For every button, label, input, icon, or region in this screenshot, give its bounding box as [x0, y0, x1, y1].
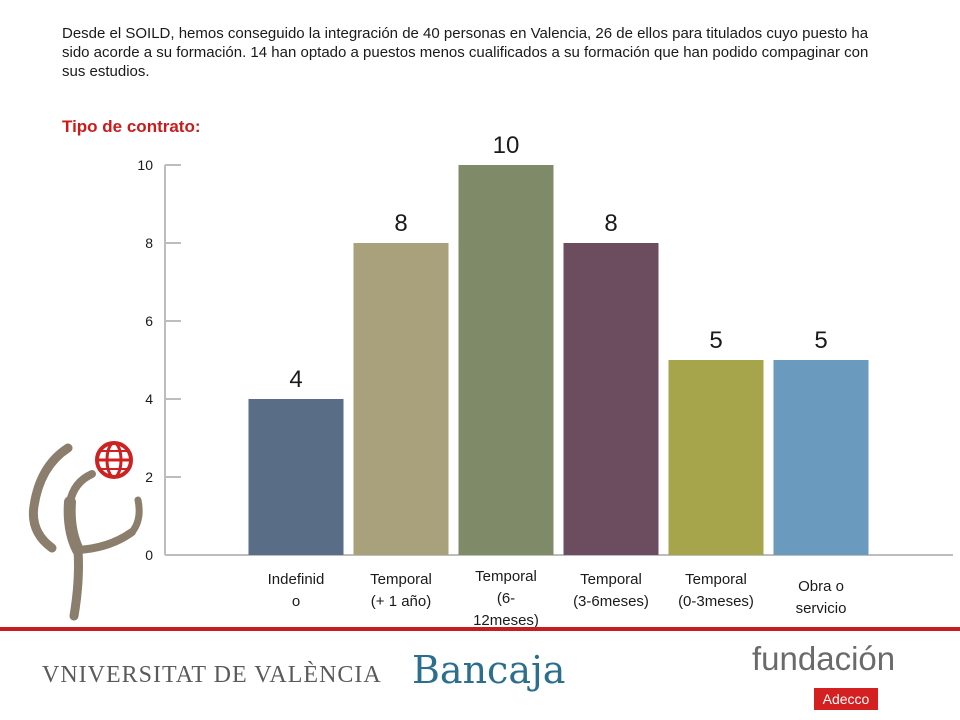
x-tick-label-line: Obra o: [798, 578, 844, 595]
x-tick-label: Temporal (+ 1 año): [351, 569, 451, 613]
x-tick-label-line: (3-6meses): [573, 593, 649, 610]
data-label: 8: [394, 210, 407, 237]
x-tick-label-line: (6-: [496, 590, 516, 607]
data-label: 8: [604, 210, 617, 237]
data-label: 5: [709, 327, 722, 354]
data-label: 10: [493, 132, 520, 159]
y-tick-label: 2: [145, 469, 153, 485]
footer-divider: [0, 627, 960, 631]
y-tick-label: 10: [137, 157, 153, 173]
x-tick-label-line: o: [291, 593, 301, 610]
x-tick-label: Temporal (3-6meses): [561, 569, 661, 613]
y-tick-label: 6: [145, 313, 153, 329]
adecco-logo: Adecco: [814, 688, 878, 710]
bar: [458, 165, 554, 555]
x-tick-label-line: Indefinid: [267, 571, 325, 588]
university-logo: VNIVERSITAT DE VALÈNCIA: [42, 662, 382, 688]
x-tick-label-line: (0-3meses): [678, 593, 754, 610]
x-tick-label-line: Temporal: [580, 571, 642, 588]
y-tick-label: 0: [145, 547, 153, 563]
x-tick-label-line: Temporal: [685, 571, 747, 588]
globe-figure-icon: [28, 441, 143, 621]
x-tick-label-line: (+ 1 año): [370, 593, 432, 610]
bancaja-logo: Bancaja: [412, 648, 566, 692]
x-tick-label-line: Temporal: [370, 571, 432, 588]
y-tick-label: 8: [145, 235, 153, 251]
bar: [563, 243, 659, 555]
data-label: 5: [814, 327, 827, 354]
section-title: Tipo de contrato:: [62, 117, 201, 136]
x-tick-label-line: servicio: [795, 600, 847, 617]
y-tick-label: 4: [145, 391, 153, 407]
bar: [248, 399, 344, 555]
x-tick-label-line: 12meses): [473, 612, 539, 629]
bar: [668, 360, 764, 555]
x-tick-label: Temporal (6- 12meses): [456, 566, 556, 632]
bar: [353, 243, 449, 555]
x-tick-label-line: Temporal: [475, 568, 537, 585]
fundacion-logo: fundación: [752, 640, 896, 677]
data-label: 4: [289, 366, 302, 393]
x-tick-label: Temporal (0-3meses): [666, 569, 766, 613]
x-tick-label: Indefinid o: [246, 569, 346, 613]
bar: [773, 360, 869, 555]
x-tick-label: Obra o servicio: [771, 576, 871, 620]
intro-paragraph: Desde el SOILD, hemos conseguido la inte…: [62, 25, 869, 80]
